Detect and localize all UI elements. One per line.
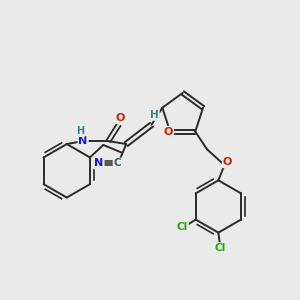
- Text: O: O: [116, 113, 125, 123]
- Text: H: H: [76, 126, 84, 136]
- Text: Cl: Cl: [214, 243, 226, 253]
- Text: Cl: Cl: [177, 222, 188, 232]
- Text: C: C: [113, 158, 121, 168]
- Text: N: N: [79, 136, 88, 146]
- Text: H: H: [150, 110, 159, 120]
- Text: O: O: [164, 127, 173, 136]
- Text: N: N: [94, 158, 103, 168]
- Text: O: O: [223, 157, 232, 167]
